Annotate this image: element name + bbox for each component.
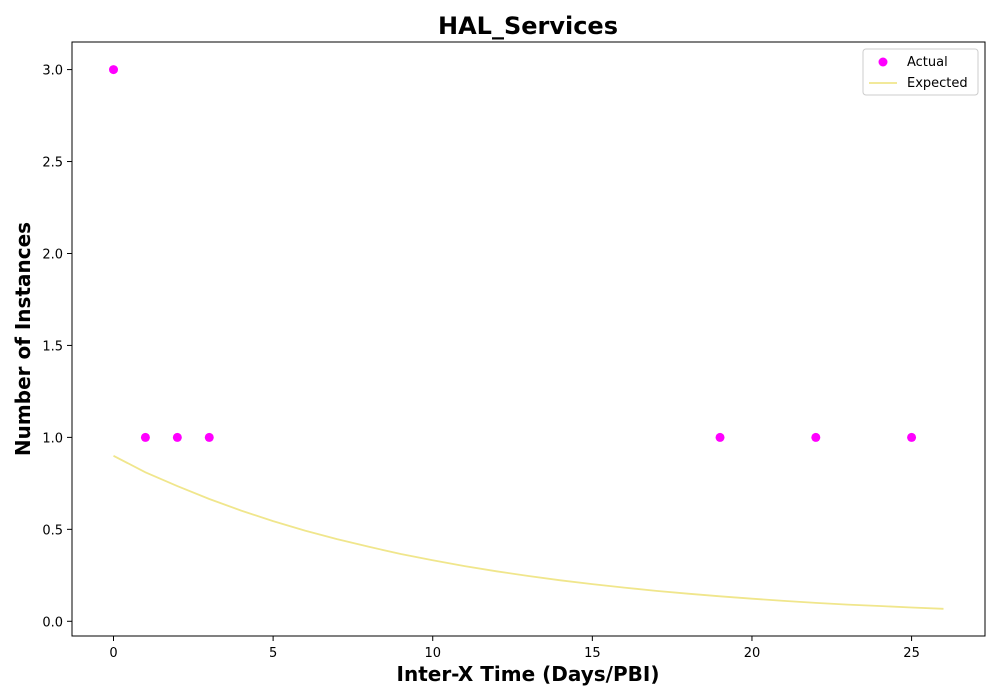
x-tick-label: 15 (584, 646, 601, 661)
expected-series-line (113, 455, 944, 610)
plot-frame (71, 41, 986, 637)
y-tick-label: 2.0 (42, 247, 63, 262)
actual-point (172, 432, 182, 442)
actual-point (109, 65, 118, 75)
y-tick-label: 2.5 (42, 156, 63, 171)
y-tick-label: 0.5 (42, 523, 63, 538)
x-tick-label: 0 (109, 646, 117, 661)
x-tick-label: 20 (744, 646, 761, 661)
legend: Actual Expected (862, 48, 979, 96)
x-tick-label: 5 (269, 646, 277, 661)
x-tick-label: 25 (903, 646, 920, 661)
actual-point (204, 432, 214, 442)
chart-title: HAL_Services (438, 12, 618, 40)
legend-marker-actual (878, 57, 888, 67)
legend-label: Actual (907, 55, 948, 70)
x-axis: 0 5 10 15 20 25 (109, 636, 920, 661)
actual-point (140, 432, 150, 442)
actual-point (715, 432, 725, 442)
plot-area (109, 65, 944, 610)
y-tick-label: 0.0 (42, 615, 63, 630)
y-tick-label: 1.0 (42, 431, 63, 446)
actual-point (907, 432, 917, 442)
actual-point (811, 432, 821, 442)
legend-label: Expected (907, 76, 968, 91)
y-axis-label: Number of Instances (11, 222, 35, 456)
y-axis: 0.0 0.5 1.0 1.5 2.0 2.5 3.0 (42, 64, 72, 630)
y-tick-label: 1.5 (42, 339, 63, 354)
x-tick-label: 10 (424, 646, 441, 661)
x-axis-label: Inter-X Time (Days/PBI) (397, 662, 660, 686)
y-tick-label: 3.0 (42, 64, 63, 79)
